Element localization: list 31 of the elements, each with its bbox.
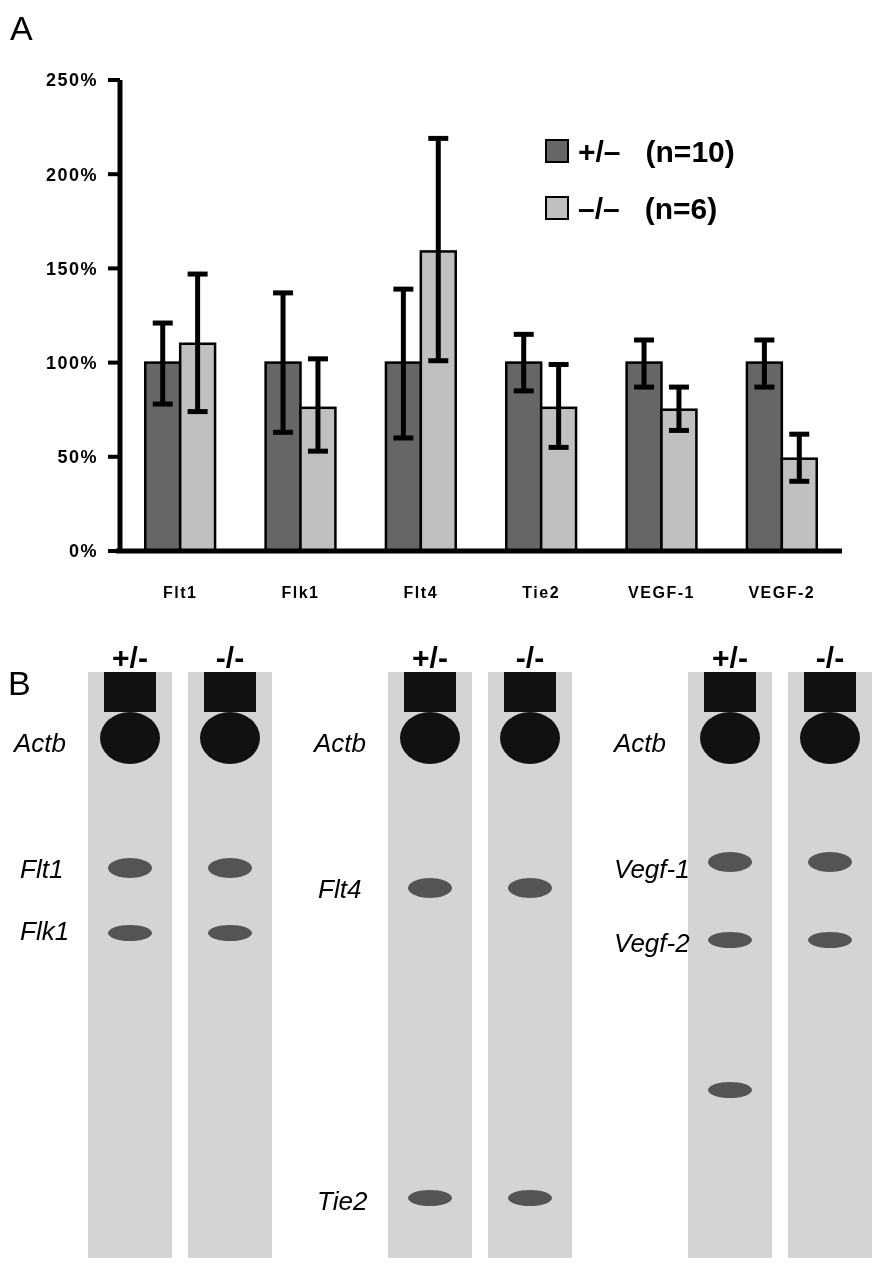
text: Flk1 bbox=[20, 916, 70, 946]
text: Flt1 bbox=[20, 854, 64, 884]
text: +/- bbox=[712, 641, 748, 674]
y-tick-label: 0% bbox=[68, 541, 98, 562]
x-tick-label: Flt4 bbox=[403, 584, 439, 601]
y-tick-label: 250% bbox=[45, 70, 98, 91]
text: Flt4 bbox=[318, 874, 362, 904]
y-tick-label: 200% bbox=[45, 164, 98, 185]
x-tick-label: Tie2 bbox=[522, 584, 561, 601]
text: Vegf-1 bbox=[614, 854, 690, 884]
legend-label: –/– (n=6) bbox=[578, 191, 718, 225]
text: -/- bbox=[215, 641, 245, 674]
text: Actb bbox=[12, 728, 67, 758]
y-tick-label: 50% bbox=[57, 447, 98, 468]
text: Vegf-2 bbox=[614, 928, 691, 958]
text: +/- bbox=[112, 641, 148, 674]
text: B bbox=[8, 664, 31, 702]
text: -/- bbox=[515, 641, 545, 674]
legend-label: +/– (n=10) bbox=[578, 134, 735, 168]
x-tick-label: Flk1 bbox=[281, 584, 320, 601]
text: +/- bbox=[412, 641, 448, 674]
text: Actb bbox=[312, 728, 367, 758]
y-tick-label: 100% bbox=[45, 352, 98, 373]
x-tick-label: Flt1 bbox=[162, 584, 198, 601]
text: -/- bbox=[815, 641, 845, 674]
text: Actb bbox=[612, 728, 667, 758]
text: A bbox=[10, 9, 33, 47]
text: Tie2 bbox=[317, 1186, 368, 1216]
y-tick-label: 150% bbox=[45, 258, 98, 279]
x-tick-label: VEGF-1 bbox=[628, 584, 695, 601]
x-tick-label: VEGF-2 bbox=[748, 584, 816, 601]
